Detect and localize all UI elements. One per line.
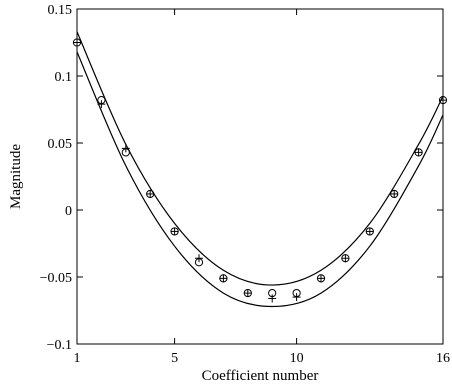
x-tick-label: 10 bbox=[290, 351, 304, 366]
series-0-point bbox=[170, 227, 179, 236]
series-1-point bbox=[268, 288, 277, 298]
series-0-point bbox=[414, 148, 423, 157]
series-1-point bbox=[316, 274, 326, 283]
x-tick-label: 16 bbox=[436, 351, 450, 366]
plot-frame bbox=[76, 8, 444, 345]
y-tick-label: −0.1 bbox=[47, 338, 72, 353]
y-tick-label: 0.05 bbox=[48, 137, 73, 152]
plot-area bbox=[72, 31, 448, 308]
series-1-point bbox=[219, 274, 228, 283]
series-0-point bbox=[365, 227, 374, 236]
series-0-point bbox=[341, 254, 350, 263]
y-tick-label: 0.15 bbox=[48, 3, 73, 18]
series-0-point bbox=[268, 294, 277, 303]
series-0-point bbox=[219, 274, 228, 283]
series-0-point bbox=[317, 274, 325, 283]
series-1-point bbox=[341, 254, 350, 263]
series-1-point bbox=[121, 148, 130, 157]
series-1-point bbox=[243, 288, 252, 298]
tick-group: 1 5 10 16 −0.1 −0.05 0 0.05 0.1 0.15 bbox=[40, 3, 450, 366]
y-axis-label: Magnitude bbox=[8, 144, 24, 209]
series-3-curve bbox=[76, 51, 444, 308]
series-1-point bbox=[390, 189, 399, 199]
series-1-point bbox=[97, 96, 106, 105]
series-1-point bbox=[365, 227, 374, 236]
y-tick-label: −0.05 bbox=[40, 271, 72, 286]
series-1-point bbox=[292, 288, 301, 298]
series-0-point bbox=[390, 189, 399, 198]
x-tick-label: 5 bbox=[171, 351, 178, 366]
series-0-point bbox=[146, 189, 155, 198]
series-0-point bbox=[243, 289, 252, 298]
series-1-point bbox=[414, 148, 423, 157]
y-tick-label: 0.1 bbox=[55, 70, 73, 85]
x-axis-label: Coefficient number bbox=[202, 368, 319, 384]
y-tick-label: 0 bbox=[65, 204, 72, 219]
x-tick-label: 1 bbox=[74, 351, 81, 366]
series-1-point bbox=[146, 189, 155, 199]
series-1-point bbox=[170, 227, 179, 236]
series-1-point bbox=[194, 258, 204, 267]
